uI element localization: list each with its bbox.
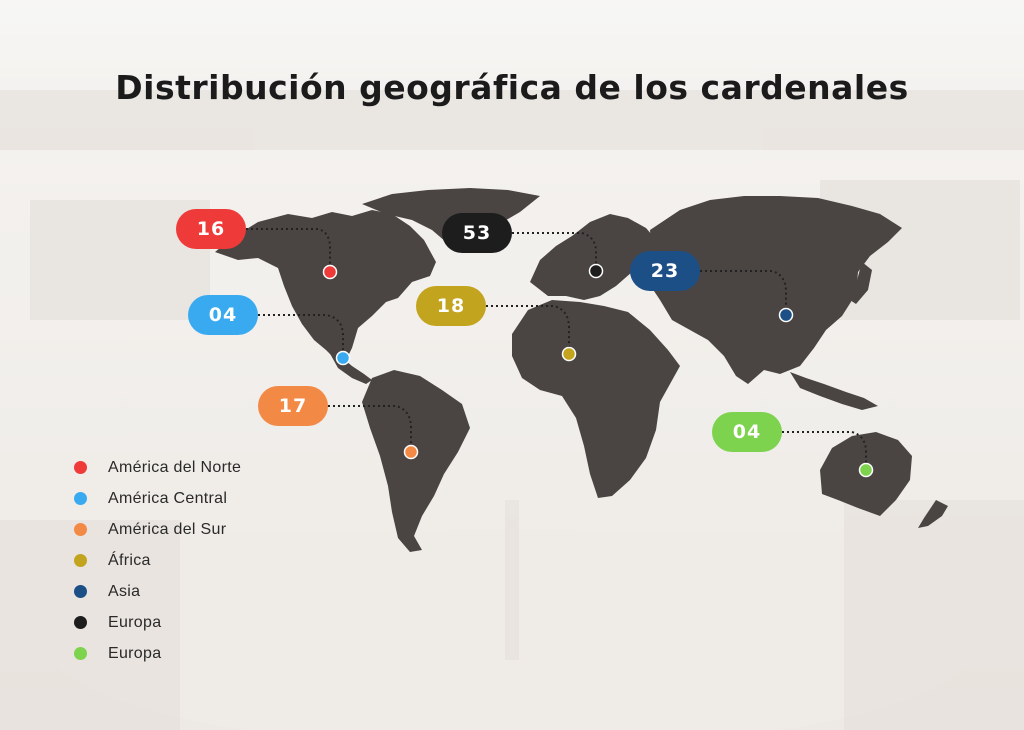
- south-america-location-dot: [403, 444, 419, 460]
- legend-item-europe: Europa: [74, 607, 241, 638]
- new-zealand-landmass: [918, 500, 948, 528]
- legend-dot: [74, 554, 87, 567]
- africa-landmass: [512, 300, 680, 498]
- africa-value-badge: 18: [416, 286, 486, 326]
- legend-item-africa: África: [74, 545, 241, 576]
- oceania-location-dot: [858, 462, 874, 478]
- legend: América del Norte América Central Améric…: [74, 452, 241, 669]
- asia-location-dot: [778, 307, 794, 323]
- legend-dot: [74, 461, 87, 474]
- southeast-asia-islands: [790, 372, 878, 410]
- asia-landmass: [648, 196, 902, 384]
- north-america-value-badge: 16: [176, 209, 246, 249]
- central-america-location-dot: [335, 350, 351, 366]
- legend-label: África: [108, 551, 151, 569]
- south-america-landmass: [362, 370, 470, 552]
- legend-dot: [74, 585, 87, 598]
- legend-item-south-america: América del Sur: [74, 514, 241, 545]
- south-america-connector: [328, 405, 412, 452]
- central-america-value-badge: 04: [188, 295, 258, 335]
- legend-label: Europa: [108, 613, 162, 631]
- map-title: Distribución geográfica de los cardenale…: [115, 68, 909, 107]
- legend-label: América del Norte: [108, 458, 242, 476]
- europe-location-dot: [588, 263, 604, 279]
- africa-connector: [486, 305, 570, 354]
- legend-label: América Central: [108, 489, 228, 507]
- legend-dot: [74, 523, 87, 536]
- oceania-connector: [782, 431, 867, 470]
- oceania-value-badge: 04: [712, 412, 782, 452]
- japan-landmass: [850, 262, 872, 304]
- legend-label: América del Sur: [108, 520, 227, 538]
- europe-value-badge: 53: [442, 213, 512, 253]
- legend-label: Europa: [108, 644, 162, 662]
- location-dots: [322, 263, 874, 478]
- north-america-connector: [246, 228, 331, 272]
- africa-location-dot: [561, 346, 577, 362]
- legend-item-north-america: América del Norte: [74, 452, 241, 483]
- land-masses: [215, 188, 948, 552]
- north-america-location-dot: [322, 264, 338, 280]
- europe-connector: [512, 232, 597, 271]
- legend-item-central-america: América Central: [74, 483, 241, 514]
- asia-value-badge: 23: [630, 251, 700, 291]
- legend-dot: [74, 647, 87, 660]
- south-america-value-badge: 17: [258, 386, 328, 426]
- central-america-landmass: [328, 350, 372, 384]
- legend-dot: [74, 492, 87, 505]
- legend-item-asia: Asia: [74, 576, 241, 607]
- legend-item-oceania: Europa: [74, 638, 241, 669]
- legend-label: Asia: [108, 582, 141, 600]
- connector-lines: [246, 228, 867, 470]
- north-america-landmass: [215, 210, 436, 360]
- legend-dot: [74, 616, 87, 629]
